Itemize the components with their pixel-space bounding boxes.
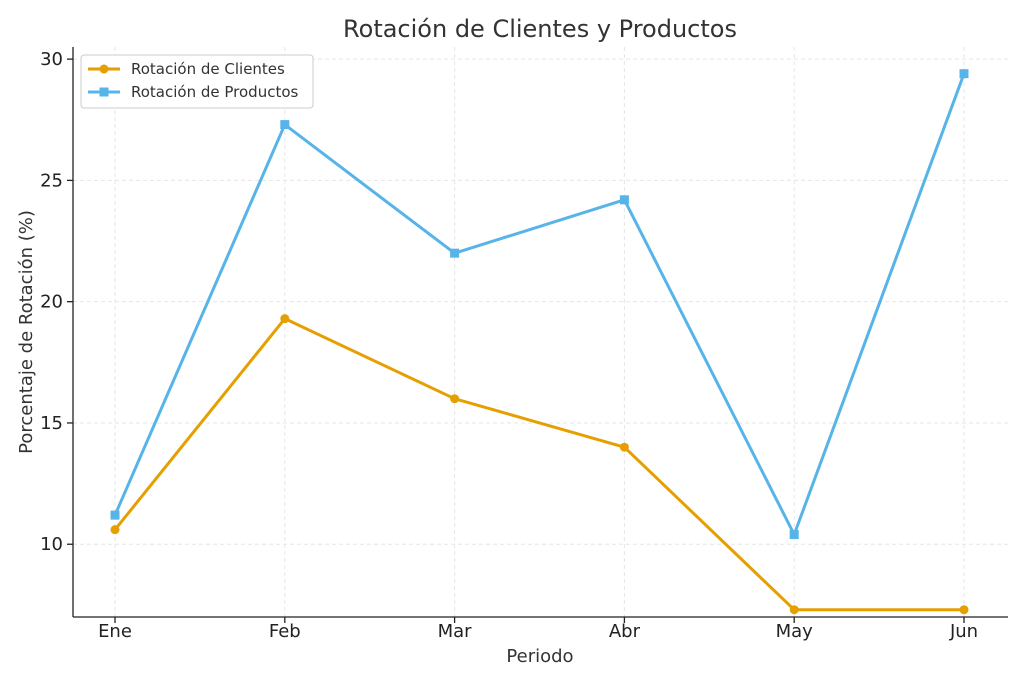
legend-label: Rotación de Productos bbox=[131, 83, 299, 101]
legend-box bbox=[80, 54, 314, 109]
x-tick-label: May bbox=[776, 621, 814, 642]
legend: Rotación de Clientes Rotación de Producto… bbox=[80, 54, 314, 109]
series-line bbox=[113, 73, 966, 537]
legend-item: Rotación de Clientes bbox=[88, 60, 285, 78]
legend-label: Rotación de Clientes bbox=[131, 60, 285, 78]
x-tick-label: Ene bbox=[98, 621, 132, 642]
data-point bbox=[450, 394, 460, 404]
x-tick-label: Feb bbox=[269, 621, 301, 642]
chart-title: Rotación de Clientes y Productos bbox=[343, 15, 737, 43]
data-point bbox=[789, 605, 799, 615]
y-tick-label: 15 bbox=[40, 413, 63, 434]
data-point bbox=[959, 69, 969, 79]
data-point bbox=[619, 442, 629, 452]
data-point bbox=[450, 248, 460, 258]
x-tick-label: Abr bbox=[609, 621, 641, 642]
x-tick-label: Mar bbox=[438, 621, 473, 642]
y-tick-label: 10 bbox=[40, 534, 63, 555]
y-tick-label: 20 bbox=[40, 292, 63, 313]
legend-marker bbox=[99, 64, 109, 74]
y-tick-label: 30 bbox=[40, 49, 63, 70]
data-point bbox=[110, 525, 120, 535]
data-point bbox=[619, 195, 629, 205]
grid bbox=[73, 47, 1008, 617]
series-1 bbox=[110, 314, 969, 615]
series-line bbox=[113, 317, 964, 612]
data-point bbox=[110, 510, 120, 520]
x-tick-label: Jun bbox=[949, 621, 978, 642]
series-layer bbox=[110, 69, 969, 615]
axes bbox=[72, 47, 1008, 618]
data-point bbox=[280, 314, 290, 324]
data-point bbox=[280, 120, 290, 130]
data-point bbox=[789, 530, 799, 540]
legend-item: Rotación de Productos bbox=[88, 83, 299, 101]
legend-marker bbox=[99, 87, 109, 97]
y-axis-label: Porcentaje de Rotación (%) bbox=[16, 210, 37, 454]
series-2 bbox=[110, 69, 969, 540]
data-point bbox=[959, 605, 969, 615]
x-axis-label: Periodo bbox=[506, 646, 573, 667]
ticks: 10 15 20 25 30 Ene Feb Mar Abr May Jun bbox=[40, 49, 978, 642]
y-tick-label: 25 bbox=[40, 170, 63, 191]
